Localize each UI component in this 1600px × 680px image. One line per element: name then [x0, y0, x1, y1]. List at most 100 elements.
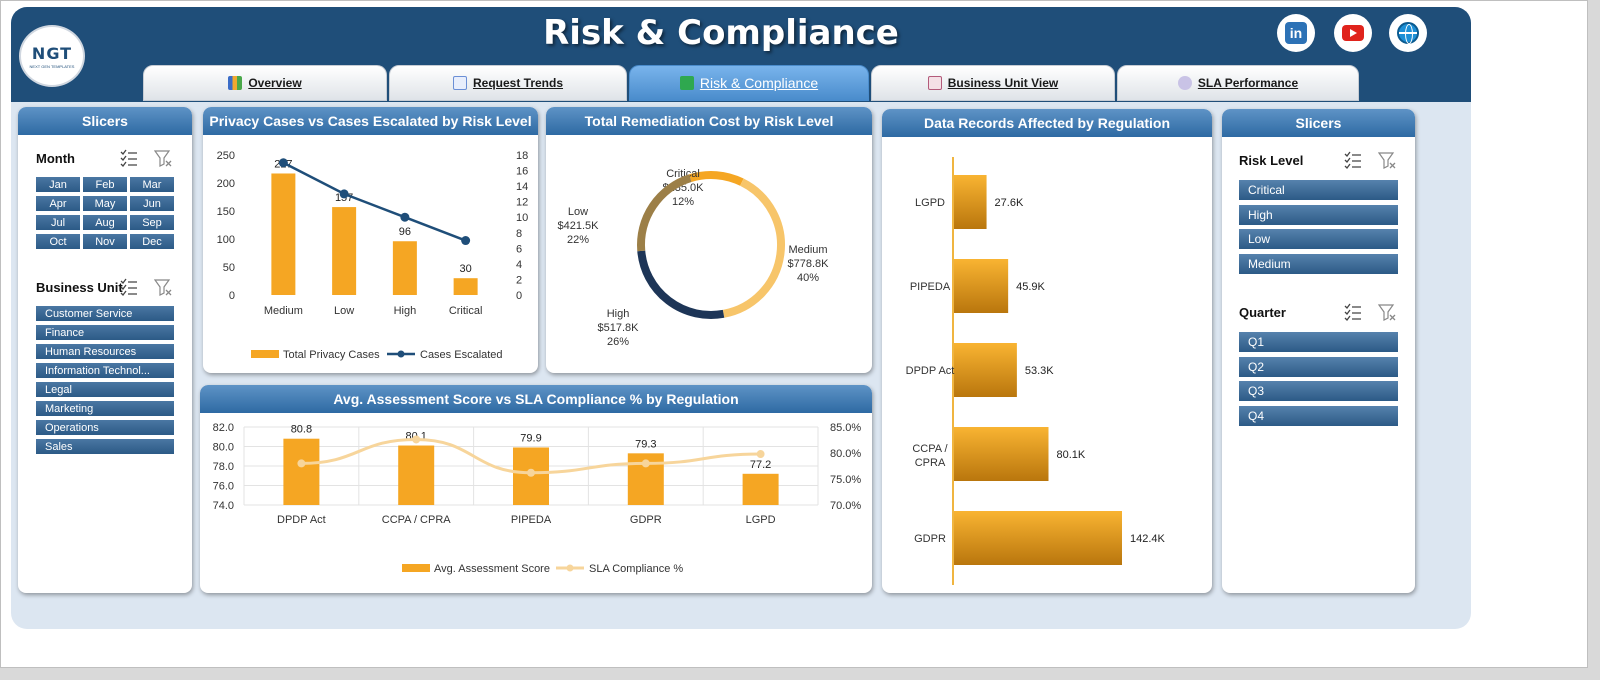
youtube-icon[interactable] — [1334, 14, 1372, 52]
multi-select-icon[interactable] — [120, 278, 138, 296]
data-label: 96 — [399, 226, 411, 238]
y-right-tick: 75.0% — [830, 474, 861, 486]
data-label: 142.4K — [1130, 533, 1166, 545]
business-unit-slicer-item[interactable]: Sales — [36, 439, 174, 454]
assessment-score-bar — [283, 438, 320, 505]
data-label: 79.3 — [635, 438, 656, 450]
quarter-slicer-item[interactable]: Q4 — [1239, 405, 1398, 426]
month-slicer-item[interactable]: May — [83, 196, 127, 211]
risk-level-slicer-item[interactable]: Medium — [1239, 253, 1398, 274]
y-left-tick: 76.0 — [213, 481, 234, 493]
month-slicer-item[interactable]: Mar — [130, 177, 174, 192]
tab-risk-compliance[interactable]: Risk & Compliance — [629, 65, 869, 101]
risk-level-slicer-item[interactable]: Critical — [1239, 180, 1398, 200]
quarter-slicer-item[interactable]: Q2 — [1239, 356, 1398, 377]
quarter-slicer-item[interactable]: Q1 — [1239, 332, 1398, 352]
cases-escalated-line — [282, 161, 467, 242]
legend-swatch — [251, 350, 279, 358]
x-tick-label: DPDP Act — [277, 514, 326, 526]
y-left-tick: 150 — [217, 206, 235, 218]
month-slicer-item[interactable]: Jul — [36, 215, 80, 230]
business-unit-slicer-item[interactable]: Marketing — [36, 401, 174, 416]
y-left-tick: 80.0 — [213, 442, 234, 454]
x-tick-label: PIPEDA — [511, 514, 552, 526]
slice-pct-label: 26% — [607, 336, 629, 348]
quarter-slicer-label: Quarter — [1239, 305, 1286, 320]
month-slicer-item[interactable]: Aug — [83, 215, 127, 230]
month-slicer-item[interactable]: Dec — [130, 234, 174, 249]
y-left-tick: 100 — [217, 234, 235, 246]
chart-title: Avg. Assessment Score vs SLA Compliance … — [200, 385, 872, 413]
donut-slice-high — [637, 250, 725, 319]
business-unit-slicer-item[interactable]: Finance — [36, 325, 174, 340]
tab-label: Risk & Compliance — [699, 75, 819, 91]
y-tick-label: CCPA / — [912, 443, 948, 455]
chart-title: Privacy Cases vs Cases Escalated by Risk… — [203, 107, 538, 135]
multi-select-icon[interactable] — [120, 149, 138, 167]
month-slicer-item[interactable]: Oct — [36, 234, 80, 249]
records-bar — [954, 259, 1009, 313]
tab-request-trends[interactable]: Request Trends — [389, 65, 627, 101]
data-label: 79.9 — [520, 432, 541, 444]
privacy-chart-panel: Privacy Cases vs Cases Escalated by Risk… — [203, 107, 538, 373]
x-tick-label: High — [394, 305, 417, 317]
business-unit-slicer-item[interactable]: Information Technol... — [36, 363, 174, 378]
y-right-tick: 8 — [516, 228, 522, 240]
linkedin-icon[interactable]: in — [1277, 14, 1315, 52]
quarter-slicer-item[interactable]: Q3 — [1239, 381, 1398, 401]
assessment-chart-panel: Avg. Assessment Score vs SLA Compliance … — [200, 385, 872, 593]
data-label: 27.6K — [995, 197, 1024, 209]
month-slicer-item[interactable]: Nov — [83, 234, 127, 249]
tab-label: Request Trends — [472, 76, 564, 90]
risk-level-slicer-item[interactable]: Low — [1239, 229, 1398, 249]
ngt-logo[interactable]: NGT NEXT GEN TEMPLATES — [19, 25, 85, 87]
clear-filter-icon[interactable] — [154, 278, 172, 296]
multi-select-icon[interactable] — [1344, 303, 1362, 321]
y-left-tick: 50 — [223, 262, 235, 274]
remediation-donut-chart: Critical$235.0K12%Medium$778.8K40%High$5… — [558, 168, 830, 348]
slice-name-label: High — [607, 308, 630, 320]
multi-select-icon[interactable] — [1344, 151, 1362, 169]
sla-compliance-point — [756, 450, 765, 459]
y-left-tick: 78.0 — [213, 461, 234, 473]
data-label: 53.3K — [1025, 365, 1054, 377]
slice-name-label: Critical — [666, 168, 700, 180]
business-unit-slicer-item[interactable]: Operations — [36, 420, 174, 435]
check-icon — [679, 76, 694, 90]
month-slicer-item[interactable]: Jun — [130, 196, 174, 211]
month-slicer-item[interactable]: Feb — [83, 177, 127, 192]
cases-escalated-point — [461, 236, 471, 246]
data-label: 77.2 — [750, 459, 771, 471]
legend-label: Total Privacy Cases — [283, 349, 380, 361]
x-tick-label: GDPR — [630, 514, 662, 526]
risk-level-slicer-item[interactable]: High — [1239, 204, 1398, 225]
clear-filter-icon[interactable] — [1378, 151, 1396, 169]
tab-overview[interactable]: Overview — [143, 65, 387, 101]
slice-pct-label: 40% — [797, 272, 819, 284]
tab-sla-performance[interactable]: SLA Performance — [1117, 65, 1359, 101]
chart-icon — [228, 76, 243, 90]
privacy-cases-bar — [332, 207, 357, 295]
y-right-tick: 80.0% — [830, 448, 861, 460]
globe-icon[interactable] — [1389, 14, 1427, 52]
business-unit-slicer-item[interactable]: Human Resources — [36, 344, 174, 359]
tab-business-unit-view[interactable]: Business Unit View — [871, 65, 1115, 101]
month-slicer-item[interactable]: Sep — [130, 215, 174, 230]
chart-title: Total Remediation Cost by Risk Level — [546, 107, 872, 135]
panel-title: Slicers — [18, 107, 192, 135]
clear-filter-icon[interactable] — [1378, 303, 1396, 321]
page-title: Risk & Compliance — [543, 13, 899, 53]
donut-slice-low — [637, 174, 692, 252]
slice-name-label: Low — [568, 206, 588, 218]
clear-filter-icon[interactable] — [154, 149, 172, 167]
privacy-chart: 050100150200250024681012141618Medium217L… — [217, 150, 529, 361]
business-unit-slicer-item[interactable]: Legal — [36, 382, 174, 397]
trend-icon — [452, 76, 467, 90]
risk-level-slicer-label: Risk Level — [1239, 153, 1304, 168]
month-slicer-item[interactable]: Apr — [36, 196, 80, 211]
month-slicer-item[interactable]: Jan — [36, 177, 80, 192]
business-unit-slicer-item[interactable]: Customer Service — [36, 306, 174, 321]
report-icon — [927, 76, 942, 90]
y-left-tick: 200 — [217, 178, 235, 190]
chart-title: Data Records Affected by Regulation — [882, 109, 1212, 137]
